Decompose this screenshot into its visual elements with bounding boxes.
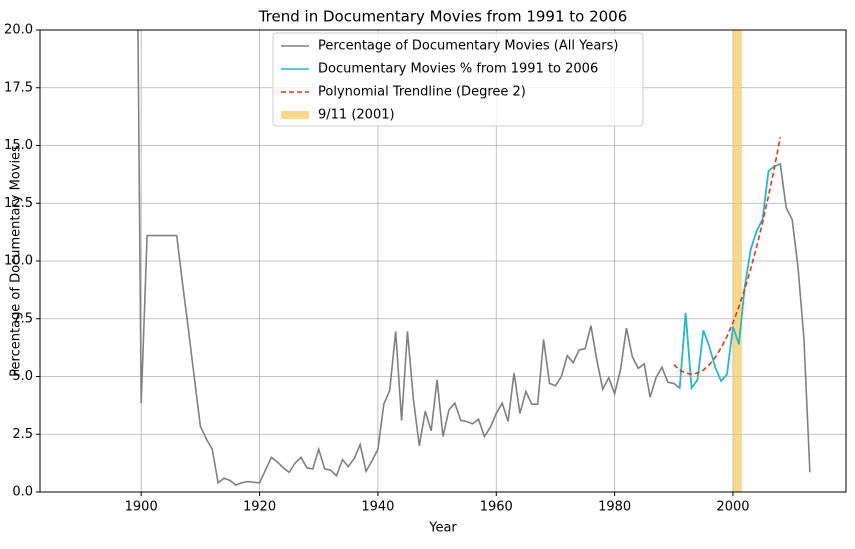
series-line bbox=[673, 137, 782, 376]
x-tick-label: 2000 bbox=[716, 500, 749, 515]
y-tick-label: 7.5 bbox=[12, 311, 33, 326]
y-tick-label: 10.0 bbox=[4, 254, 33, 269]
y-axis-label: Percentage of Documentary Movies bbox=[9, 145, 24, 377]
legend-label: Percentage of Documentary Movies (All Ye… bbox=[318, 39, 618, 54]
x-axis-label: Year bbox=[428, 521, 457, 536]
legend-box bbox=[272, 32, 644, 127]
y-tick-label: 15.0 bbox=[4, 138, 33, 153]
y-tick-label: 12.5 bbox=[4, 196, 33, 211]
x-tick-label: 1940 bbox=[361, 500, 394, 515]
x-tick-label: 1960 bbox=[480, 500, 513, 515]
legend-label: Documentary Movies % from 1991 to 2006 bbox=[318, 62, 598, 77]
y-tick-label: 20.0 bbox=[4, 23, 33, 38]
y-tick-label: 17.5 bbox=[4, 80, 33, 95]
x-tick-label: 1900 bbox=[125, 500, 158, 515]
axes: 1900 1920 1940 1960 1980 2000 0.0 2.5 5.0 7.5 10.0… bbox=[4, 23, 749, 515]
legend-label: Polynomial Trendline (Degree 2) bbox=[318, 85, 526, 100]
legend-label: 9/11 (2001) bbox=[318, 108, 395, 123]
legend: Percentage of Documentary Movies (All Ye… bbox=[272, 32, 644, 127]
chart-title: Trend in Documentary Movies from 1991 to… bbox=[258, 8, 628, 26]
plot-area bbox=[137, 30, 811, 492]
y-tick-label: 0.0 bbox=[12, 485, 33, 500]
x-tick-label: 1980 bbox=[598, 500, 631, 515]
legend-swatch bbox=[281, 111, 309, 119]
x-tick-label: 1920 bbox=[243, 500, 276, 515]
series-line bbox=[678, 163, 781, 391]
highlight-span bbox=[732, 30, 742, 492]
y-tick-label: 5.0 bbox=[12, 369, 33, 384]
y-tick-label: 2.5 bbox=[12, 427, 33, 442]
